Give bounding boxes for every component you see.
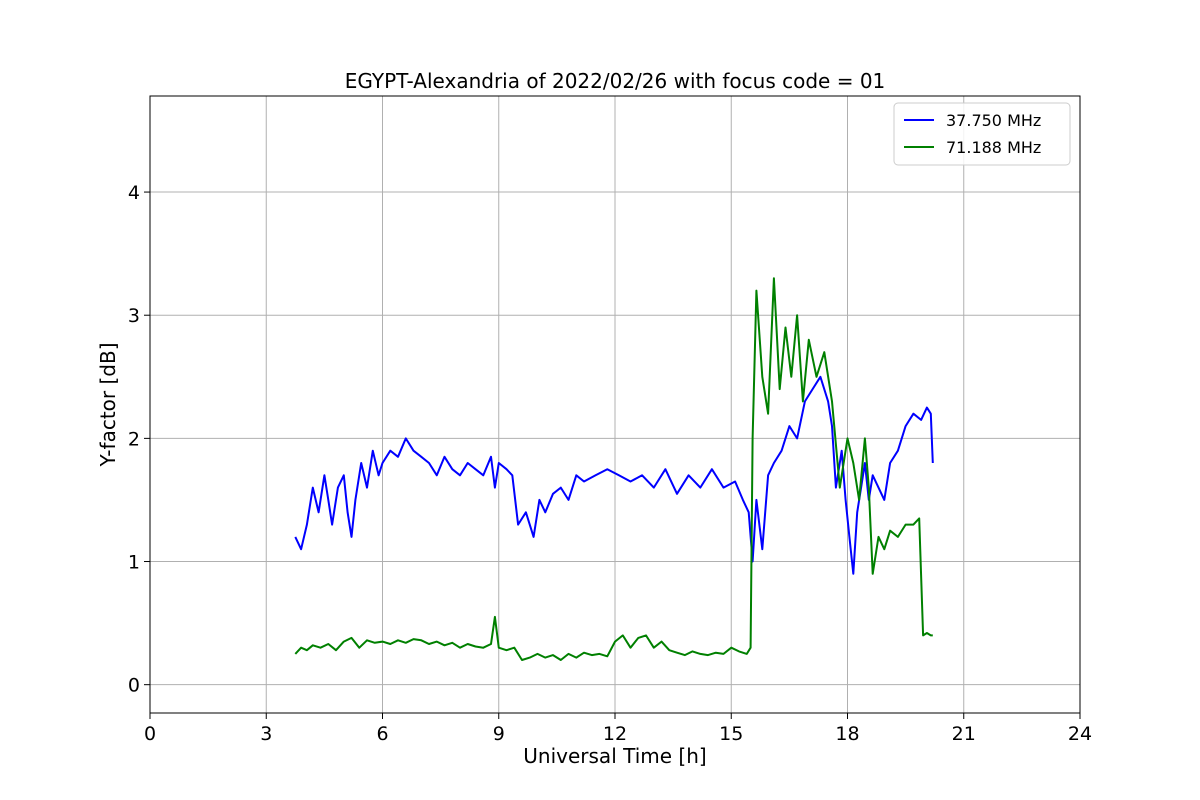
y-axis-label: Y-factor [dB]: [96, 342, 120, 467]
legend: 37.750 MHz 71.188 MHz: [893, 102, 1071, 166]
x-tick-label: 6: [376, 723, 388, 745]
y-tick-label: 4: [128, 182, 140, 204]
x-tick-label: 12: [603, 723, 627, 745]
series-layer: [294, 277, 934, 661]
series-line-2: [294, 277, 933, 661]
chart-title: EGYPT-Alexandria of 2022/02/26 with focu…: [345, 69, 886, 93]
x-tick-label: 9: [493, 723, 505, 745]
x-tick-label: 0: [144, 723, 156, 745]
y-tick-label: 0: [128, 675, 140, 697]
y-tick-label: 3: [128, 305, 140, 327]
x-tick-label: 15: [719, 723, 743, 745]
y-tick-label: 2: [128, 428, 140, 450]
legend-box: [893, 102, 1071, 166]
y-tick-label: 1: [128, 552, 140, 574]
legend-label: 71.188 MHz: [946, 138, 1041, 157]
series-line-1: [294, 375, 934, 575]
x-tick-label: 21: [952, 723, 976, 745]
x-tick-label: 18: [835, 723, 859, 745]
x-tick-label: 24: [1068, 723, 1092, 745]
x-axis-label: Universal Time [h]: [523, 744, 706, 768]
legend-label: 37.750 MHz: [946, 111, 1041, 130]
x-tick-label: 3: [260, 723, 272, 745]
